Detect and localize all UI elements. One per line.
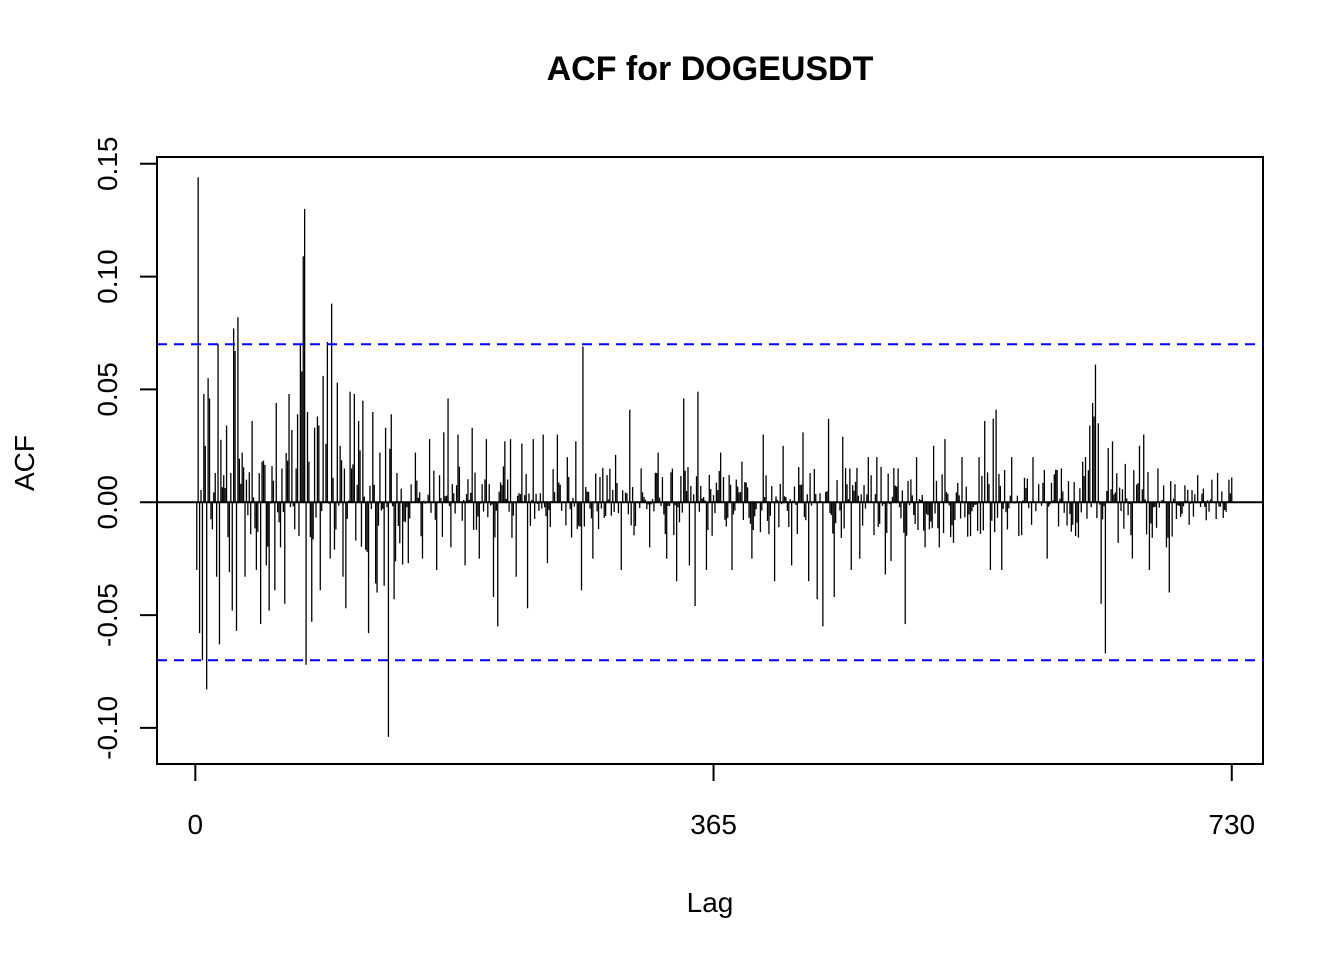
y-tick-label: -0.05 [92,583,123,647]
confidence-bounds [157,343,1263,662]
x-tick-label: 365 [690,809,737,840]
y-tick-label: 0.10 [92,249,123,304]
y-tick-label: 0.05 [92,362,123,417]
y-axis-label: ACF [9,435,40,491]
chart-title: ACF for DOGEUSDT [547,50,874,88]
y-tick-label: -0.10 [92,696,123,760]
y-tick-label: 0.00 [92,475,123,530]
x-tick-label: 0 [188,809,204,840]
x-axis-label: Lag [687,887,734,918]
x-axis: 0 365 730 [188,763,1255,840]
x-tick-label: 730 [1208,809,1255,840]
y-axis: -0.10 -0.05 0.00 0.05 0.10 0.15 [92,137,158,760]
y-tick-label: 0.15 [92,137,123,192]
acf-bars [196,177,1233,737]
